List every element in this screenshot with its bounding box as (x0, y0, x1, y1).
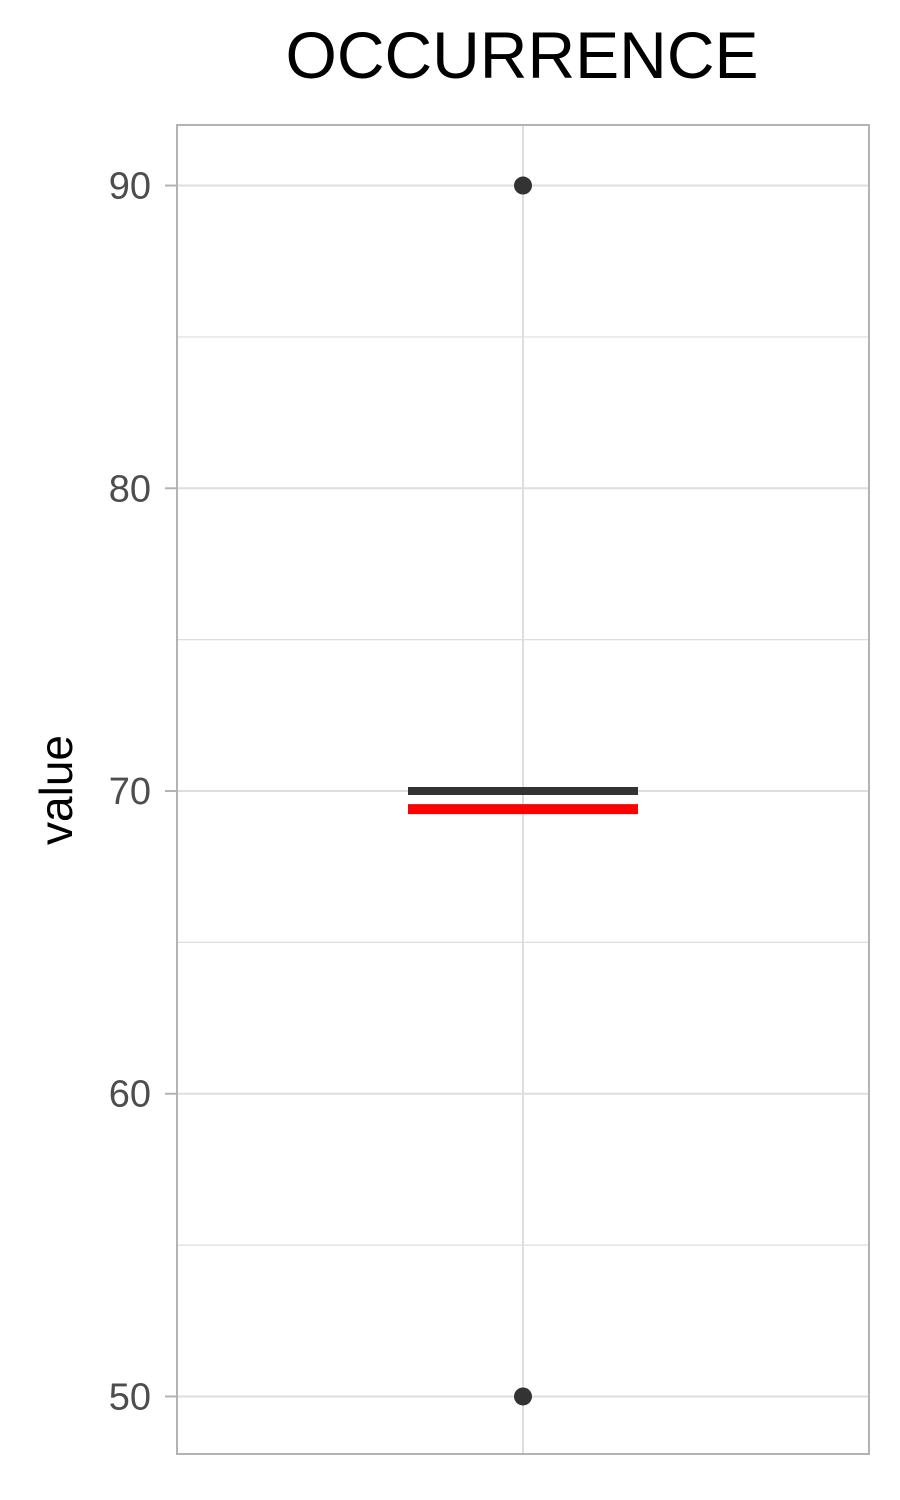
y-axis-ticks: 50 60 70 80 90 (109, 166, 177, 1419)
outlier-point (514, 177, 532, 195)
y-tick-label: 50 (109, 1376, 151, 1418)
y-tick-label: 90 (109, 166, 151, 208)
outlier-point (514, 1387, 532, 1405)
chart-title: OCCURRENCE (285, 18, 758, 92)
y-tick-label: 60 (109, 1074, 151, 1116)
y-tick-label: 70 (109, 771, 151, 813)
y-tick-label: 80 (109, 468, 151, 510)
y-axis-label: value (30, 735, 82, 845)
